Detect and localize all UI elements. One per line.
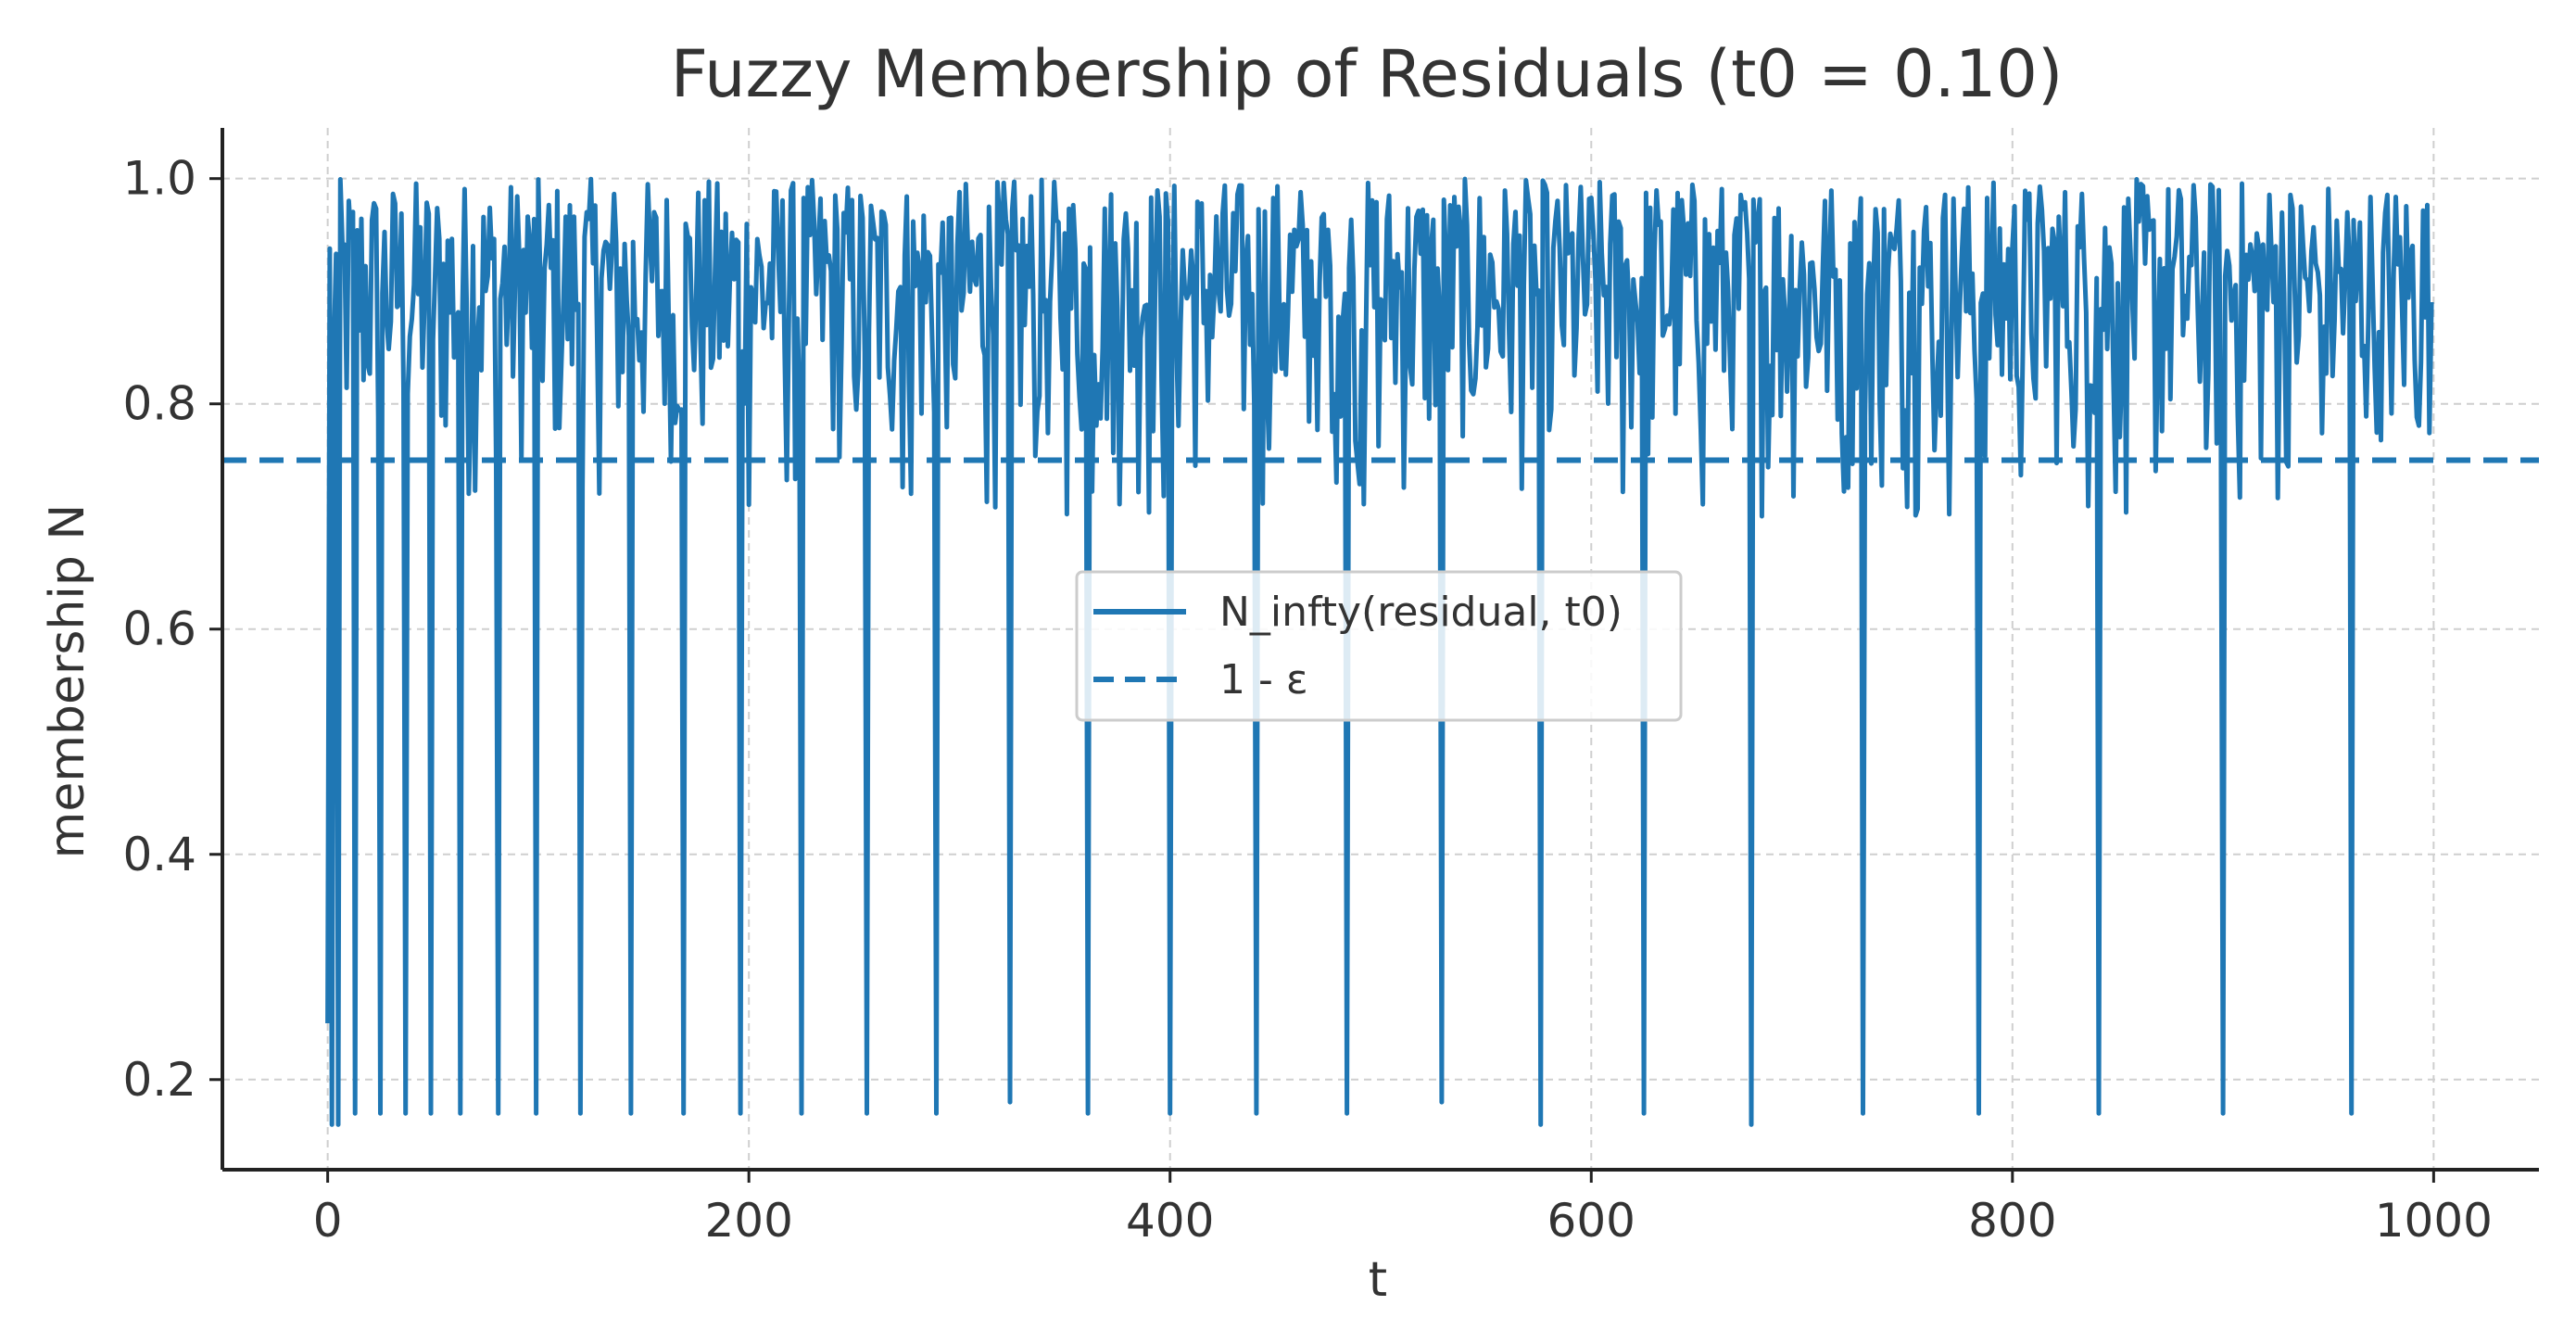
legend-box [1075,570,1683,722]
y-tick-label: 0.2 [122,1053,196,1107]
series-layer [222,176,2539,1127]
axes [221,128,2539,1172]
x-tick-label: 0 [313,1194,343,1248]
x-tick-label: 800 [1968,1194,2056,1248]
y-tick-label: 0.8 [122,377,196,431]
series-line-membership [325,176,2434,1127]
legend-label-series-dashed: 1 - ε [1219,656,1308,703]
chart-title: Fuzzy Membership of Residuals (t0 = 0.10… [671,36,2064,112]
x-tick-label: 200 [704,1194,792,1248]
x-tick-label: 600 [1547,1194,1635,1248]
y-axis-label: membership N [40,504,95,859]
legend-label-series-solid: N_infty(residual, t0) [1219,589,1623,636]
y-tick-label: 1.0 [122,152,196,206]
x-axis-label: t [1369,1252,1387,1308]
x-ticks: 0 200 400 600 800 1000 [313,1170,2493,1248]
y-tick-label: 0.6 [122,602,196,656]
legend: N_infty(residual, t0) 1 - ε [1075,570,1683,722]
x-tick-label: 1000 [2375,1194,2493,1248]
y-tick-label: 0.4 [122,828,196,881]
y-ticks: 0.2 0.4 0.6 0.8 1.0 [122,152,222,1107]
x-tick-label: 400 [1126,1194,1214,1248]
